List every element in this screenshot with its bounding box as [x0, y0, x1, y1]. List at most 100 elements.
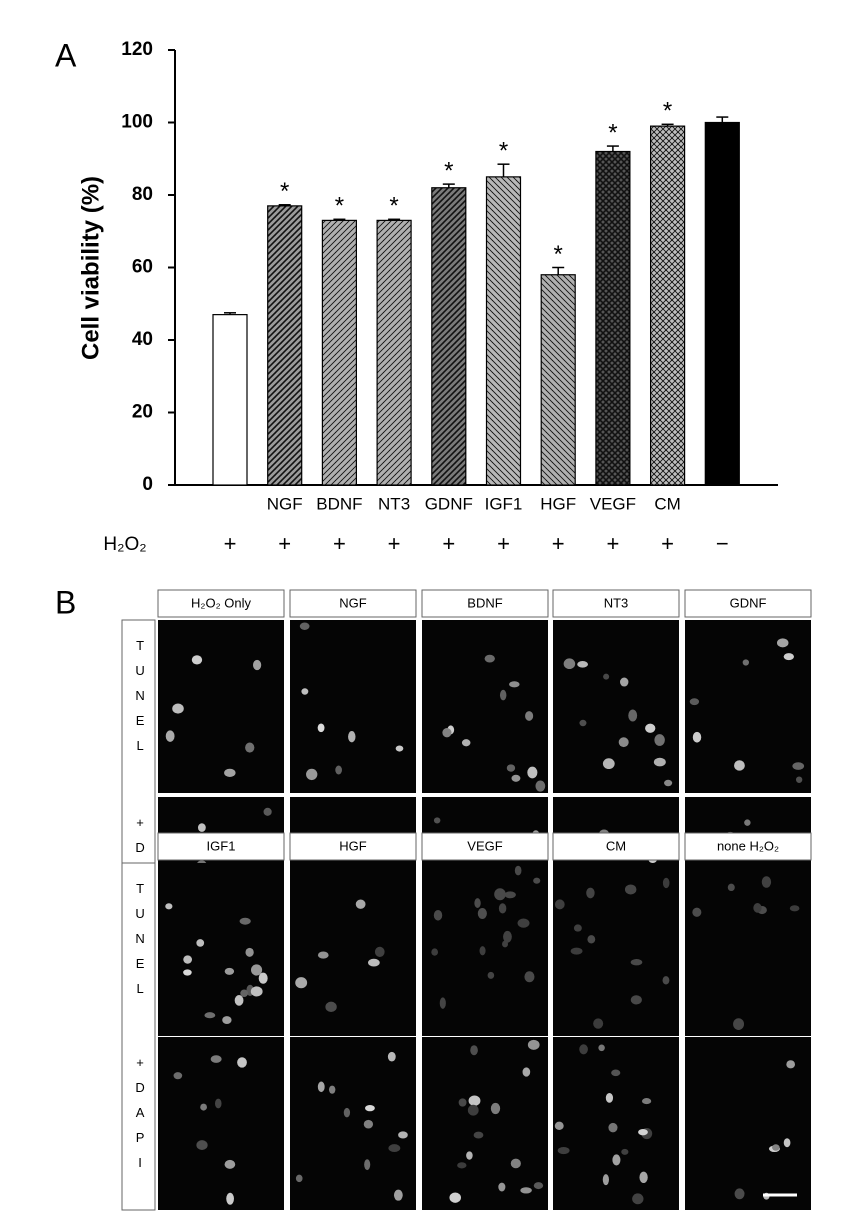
- bar: [485, 176, 522, 486]
- column-header: BDNF: [467, 595, 502, 610]
- significance-mark: *: [444, 157, 453, 184]
- nucleus: [355, 899, 366, 909]
- nucleus: [245, 947, 254, 957]
- column-header-box: [552, 832, 680, 861]
- nucleus: [527, 766, 538, 779]
- treatment-mark: +: [442, 531, 455, 556]
- y-tick-label: 120: [121, 39, 153, 60]
- nucleus: [388, 1144, 401, 1153]
- column-header-box: [552, 589, 680, 618]
- column-header: HGF: [339, 838, 367, 853]
- nucleus: [786, 1060, 796, 1069]
- nucleus: [579, 719, 587, 727]
- micrograph: [553, 1037, 679, 1210]
- treatment-mark: +: [224, 531, 237, 556]
- treatment-mark: +: [552, 531, 565, 556]
- nucleus: [258, 972, 268, 984]
- nucleus: [222, 1016, 232, 1025]
- nucleus: [664, 779, 673, 787]
- bar: [321, 219, 357, 486]
- column-header: H₂O₂ Only: [191, 595, 251, 610]
- panel-label: B: [55, 584, 76, 620]
- nucleus: [772, 1144, 780, 1151]
- nucleus: [783, 1138, 791, 1148]
- bar: [540, 274, 576, 486]
- nucleus: [479, 946, 486, 956]
- micrograph: [290, 620, 416, 793]
- column-header: VEGF: [467, 838, 502, 853]
- micrograph: [685, 620, 811, 793]
- bar: [649, 125, 686, 486]
- micrograph: [422, 620, 548, 793]
- nucleus: [783, 653, 794, 661]
- nucleus: [477, 908, 487, 920]
- nucleus: [533, 877, 541, 884]
- nucleus: [165, 730, 175, 742]
- nucleus: [630, 959, 643, 966]
- nucleus: [224, 967, 235, 975]
- nucleus: [734, 760, 745, 771]
- nucleus: [761, 876, 772, 888]
- nucleus: [173, 1072, 183, 1080]
- nucleus: [301, 688, 309, 695]
- micrograph: [553, 620, 679, 793]
- y-tick-label: 40: [132, 329, 153, 350]
- nucleus: [498, 1182, 506, 1192]
- nucleus: [608, 1122, 618, 1133]
- nucleus: [172, 703, 184, 714]
- nucleus: [196, 939, 205, 947]
- nucleus: [753, 903, 762, 913]
- nucleus: [343, 1107, 351, 1118]
- nucleus: [473, 1131, 484, 1139]
- nucleus: [620, 677, 629, 687]
- nucleus: [792, 762, 805, 770]
- y-tick-label: 20: [132, 402, 153, 423]
- row-label-box: [121, 862, 156, 1211]
- nucleus: [645, 723, 656, 733]
- nucleus: [250, 964, 263, 976]
- nucleus: [295, 977, 308, 989]
- bar: [595, 150, 631, 486]
- nucleus: [514, 865, 522, 876]
- nucleus: [602, 1174, 609, 1186]
- nucleus: [494, 888, 506, 901]
- nucleus: [524, 971, 535, 983]
- micrograph: [422, 1037, 548, 1210]
- nucleus: [487, 971, 495, 979]
- nucleus: [506, 764, 516, 772]
- nucleus: [317, 1081, 325, 1093]
- nucleus: [727, 883, 735, 892]
- nucleus: [554, 899, 565, 910]
- row-label: +DAPI: [133, 1055, 148, 1180]
- treatment-mark: +: [606, 531, 619, 556]
- nucleus: [364, 1159, 371, 1171]
- micrograph: [158, 863, 284, 1036]
- panel-label: A: [55, 37, 77, 73]
- nucleus: [295, 1174, 303, 1183]
- nucleus: [458, 1098, 467, 1107]
- nucleus: [654, 734, 665, 746]
- treatment-mark: +: [388, 531, 401, 556]
- nucleus: [393, 1189, 403, 1201]
- column-header: NT3: [604, 595, 629, 610]
- nucleus: [299, 622, 310, 630]
- nucleus: [503, 930, 512, 943]
- nucleus: [563, 658, 576, 670]
- nucleus: [200, 1103, 207, 1111]
- column-header: CM: [606, 838, 626, 853]
- nucleus: [535, 780, 546, 792]
- nucleus: [470, 1045, 478, 1056]
- nucleus: [527, 1039, 540, 1050]
- nucleus: [484, 654, 495, 663]
- nucleus: [433, 909, 443, 921]
- nucleus: [630, 995, 642, 1005]
- nucleus: [387, 1051, 396, 1062]
- nucleus: [234, 994, 244, 1006]
- nucleus: [692, 907, 702, 917]
- nucleus: [466, 1151, 473, 1160]
- treatment-mark: −: [716, 531, 729, 556]
- x-tick-label: IGF1: [485, 494, 523, 513]
- bar: [267, 205, 303, 486]
- y-axis-label: Cell viability (%): [77, 176, 104, 360]
